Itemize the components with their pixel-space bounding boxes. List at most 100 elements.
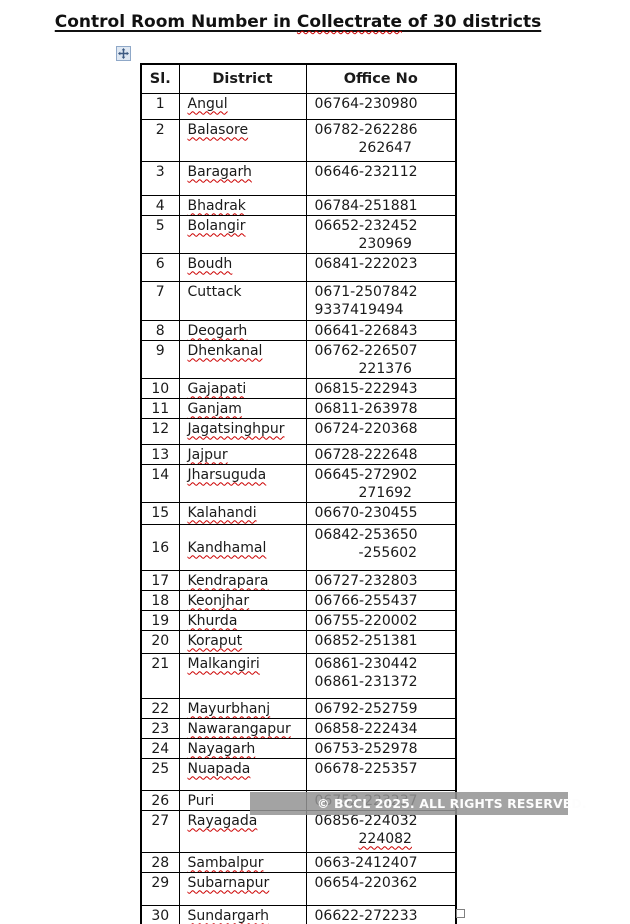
table-row: 18 Keonjhar 06766-255437 xyxy=(140,589,457,611)
office-no-cell: 06645-272902 271692 xyxy=(305,463,457,503)
office-no-cell: 06856-224032 224082 xyxy=(305,809,457,853)
district-cell: Jharsuguda xyxy=(178,463,307,503)
sl-cell: 19 xyxy=(140,609,180,631)
office-no-cell: 06670-230455 xyxy=(305,501,457,525)
office-number-line: 06652-232452 xyxy=(314,217,418,234)
office-no-cell: 06678-225357 xyxy=(305,757,457,791)
table-row: 20 Koraput 06852-251381 xyxy=(140,629,457,654)
office-no-cell: 06724-220368 xyxy=(305,417,457,445)
district-cell: Balasore xyxy=(178,118,307,162)
table-row: 29 Subarnapur 06654-220362 xyxy=(140,871,457,906)
office-no-cell: 06782-262286 262647 xyxy=(305,118,457,162)
table-row: 30 Sundargarh 06622-272233 xyxy=(140,904,457,924)
table-row: 10 Gajapati 06815-222943 xyxy=(140,377,457,399)
sl-cell: 2 xyxy=(140,118,180,162)
office-number-line: 0663-2412407 xyxy=(314,854,418,871)
sl-cell: 17 xyxy=(140,569,180,591)
district-name: Boudh xyxy=(187,255,233,272)
office-number-line: 06861-230442 xyxy=(314,655,418,672)
district-name: Khurda xyxy=(187,612,238,629)
sl-cell: 21 xyxy=(140,652,180,699)
district-name: Subarnapur xyxy=(187,874,270,891)
district-name: Sundargarh xyxy=(187,907,269,924)
district-name: Baragarh xyxy=(187,163,252,180)
office-number-line: 06861-231372 xyxy=(314,673,418,690)
district-name: Jharsuguda xyxy=(187,466,267,483)
office-no-cell: 06792-252759 xyxy=(305,697,457,719)
office-no-cell: 06641-226843 xyxy=(305,319,457,341)
office-no-cell: 06784-251881 xyxy=(305,194,457,216)
sl-cell: 14 xyxy=(140,463,180,503)
district-cell: Nayagarh xyxy=(178,737,307,759)
district-cell: Nuapada xyxy=(178,757,307,791)
table-row: 5 Bolangir 06652-232452 230969 xyxy=(140,214,457,254)
district-name: Nuapada xyxy=(187,760,251,777)
table-row: 6 Boudh 06841-222023 xyxy=(140,252,457,282)
district-cell: Subarnapur xyxy=(178,871,307,906)
office-number-line: 06858-222434 xyxy=(314,720,418,737)
table-move-handle-icon[interactable] xyxy=(116,46,131,61)
office-no-cell: 06652-232452 230969 xyxy=(305,214,457,254)
district-cell: Malkangiri xyxy=(178,652,307,699)
table-row: 15 Kalahandi 06670-230455 xyxy=(140,501,457,525)
sl-cell: 20 xyxy=(140,629,180,654)
office-no-cell: 06654-220362 xyxy=(305,871,457,906)
office-number-line: -255602 xyxy=(358,544,418,561)
table-row: 9 Dhenkanal 06762-226507 221376 xyxy=(140,339,457,379)
table-row: 8 Deogarh 06641-226843 xyxy=(140,319,457,341)
office-no-cell: 06753-252978 xyxy=(305,737,457,759)
table-row: 28 Sambalpur 0663-2412407 xyxy=(140,851,457,873)
table-row: 19 Khurda 06755-220002 xyxy=(140,609,457,631)
office-no-cell: 06622-272233 xyxy=(305,904,457,924)
sl-cell: 26 xyxy=(140,789,180,811)
district-name: Deogarh xyxy=(187,322,248,339)
office-number-line: 06645-272902 xyxy=(314,466,418,483)
control-room-table: Sl. District Office No 1 Angul 06764-23098… xyxy=(140,63,457,924)
office-no-cell: 06728-222648 xyxy=(305,443,457,465)
office-number-line: 262647 xyxy=(358,139,412,156)
district-name: Gajapati xyxy=(187,380,247,397)
office-number-line: 221376 xyxy=(358,360,412,377)
district-cell: Kendrapara xyxy=(178,569,307,591)
sl-cell: 18 xyxy=(140,589,180,611)
district-name: Kalahandi xyxy=(187,504,257,521)
office-no-cell: 06727-232803 xyxy=(305,569,457,591)
district-cell: Bolangir xyxy=(178,214,307,254)
table-row: 12 Jagatsinghpur 06724-220368 xyxy=(140,417,457,445)
district-cell: Jagatsinghpur xyxy=(178,417,307,445)
office-number-line: 06678-225357 xyxy=(314,760,418,777)
title-suffix: of 30 districts xyxy=(401,12,542,32)
watermark: © BCCL 2025. ALL RIGHTS RESERVED. xyxy=(250,792,587,815)
title-misspelled-word: Collectrate xyxy=(296,12,402,32)
table-row: 22 Mayurbhanj 06792-252759 xyxy=(140,697,457,719)
district-cell: Mayurbhanj xyxy=(178,697,307,719)
district-name: Bhadrak xyxy=(187,197,246,214)
district-cell: Boudh xyxy=(178,252,307,282)
sl-cell: 5 xyxy=(140,214,180,254)
office-number-line: 06670-230455 xyxy=(314,504,418,521)
four-way-arrow-icon xyxy=(118,48,129,59)
sl-cell: 7 xyxy=(140,280,180,321)
office-number-line: 06764-230980 xyxy=(314,95,418,112)
table-row: 7 Cuttack 0671-2507842 9337419494 xyxy=(140,280,457,321)
district-cell: Gajapati xyxy=(178,377,307,399)
district-name: Sambalpur xyxy=(187,854,264,871)
office-number-line: 06727-232803 xyxy=(314,572,418,589)
office-number-line: 0671-2507842 xyxy=(314,283,418,300)
sl-cell: 8 xyxy=(140,319,180,341)
office-number-line: 271692 xyxy=(358,484,412,501)
sl-cell: 12 xyxy=(140,417,180,445)
page-title: Control Room Number in Collectrate of 30… xyxy=(0,12,596,32)
table-resize-handle[interactable] xyxy=(456,909,465,918)
district-cell: Jajpur xyxy=(178,443,307,465)
office-no-cell: 06815-222943 xyxy=(305,377,457,399)
office-no-cell: 0671-2507842 9337419494 xyxy=(305,280,457,321)
table-row: 16 Kandhamal 06842-253650 -255602 xyxy=(140,523,457,571)
district-name: Mayurbhanj xyxy=(187,700,271,717)
office-number-line: 06782-262286 xyxy=(314,121,418,138)
office-no-cell: 06764-230980 xyxy=(305,92,457,120)
office-number-line: 06792-252759 xyxy=(314,700,418,717)
header-district: District xyxy=(178,63,307,94)
table-row: 24 Nayagarh 06753-252978 xyxy=(140,737,457,759)
sl-cell: 15 xyxy=(140,501,180,525)
